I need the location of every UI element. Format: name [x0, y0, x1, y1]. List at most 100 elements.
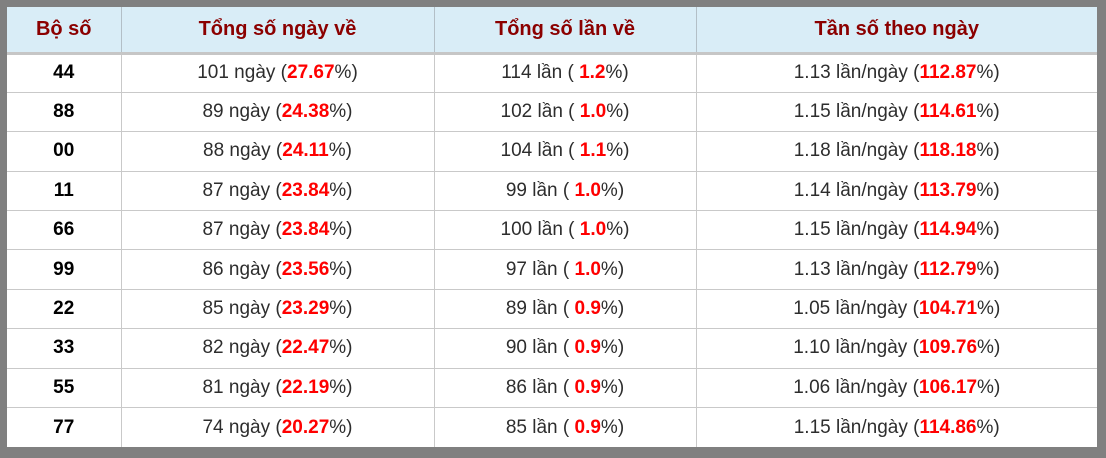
cell-times: 89 lần ( 0.9%): [433, 288, 696, 329]
days-percent: 24.11: [282, 140, 329, 162]
percent-close: %): [977, 298, 1001, 320]
days-text: 88 ngày (: [203, 140, 283, 162]
times-percent: 1.0: [579, 101, 607, 123]
times-percent: 1.2: [579, 62, 606, 84]
cell-pair: 11: [7, 170, 121, 211]
cell-days: 101 ngày (27.67%): [120, 53, 434, 93]
percent-close: %): [605, 62, 629, 84]
percent-close: %): [606, 101, 630, 123]
days-text: 85 ngày (: [202, 298, 282, 320]
frequency-percent: 114.86: [919, 416, 977, 438]
percent-close: %): [606, 140, 630, 162]
percent-close: %): [600, 258, 625, 280]
times-text: 97 lần (: [505, 258, 575, 280]
cell-frequency: 1.13 lần/ngày (112.79%): [695, 249, 1097, 290]
table-row: 99 86 ngày (23.56%) 97 lần ( 1.0%) 1.13 …: [7, 249, 1097, 290]
percent-close: %): [600, 376, 625, 398]
table-row: 44 101 ngày (27.67%) 114 lần ( 1.2%) 1.1…: [7, 53, 1097, 93]
cell-pair: 44: [53, 62, 75, 84]
frequency-text: 1.06 lần/ngày (: [793, 376, 919, 398]
frequency-percent: 104.71: [918, 298, 978, 320]
cell-frequency: 1.05 lần/ngày (104.71%): [695, 288, 1097, 329]
times-percent: 1.0: [574, 179, 601, 201]
frequency-text: 1.15 lần/ngày (: [793, 416, 920, 438]
cell-pair: 22: [7, 288, 121, 329]
column-header-pair: Bộ số: [7, 7, 121, 55]
cell-frequency: 1.10 lần/ngày (109.76%): [695, 328, 1097, 369]
cell-days: 87 ngày (23.84%): [120, 210, 434, 250]
percent-close: %): [600, 298, 625, 320]
frequency-percent: 114.61: [919, 101, 977, 123]
days-text: 81 ngày (: [202, 376, 282, 398]
cell-days: 81 ngày (22.19%): [120, 367, 434, 408]
percent-close: %): [976, 101, 1000, 123]
cell-frequency: 1.15 lần/ngày (114.61%): [695, 91, 1097, 132]
percent-close: %): [977, 337, 1001, 359]
percent-close: %): [329, 298, 353, 320]
cell-times: 100 lần ( 1.0%): [433, 210, 696, 250]
frequency-text: 1.10 lần/ngày (: [793, 337, 919, 359]
frequency-text: 1.14 lần/ngày (: [793, 179, 920, 201]
days-text: 89 ngày (: [202, 101, 282, 123]
days-text: 87 ngày (: [202, 179, 282, 201]
cell-times: 102 lần ( 1.0%): [433, 91, 696, 132]
frequency-text: 1.15 lần/ngày (: [793, 219, 920, 241]
days-percent: 23.29: [281, 298, 330, 320]
cell-times: 114 lần ( 1.2%): [433, 53, 696, 93]
frequency-percent: 112.87: [919, 62, 977, 84]
days-text: 74 ngày (: [202, 416, 282, 438]
column-header-total-times: Tổng số lần về: [433, 7, 696, 55]
cell-pair: 00: [7, 131, 121, 172]
days-percent: 23.84: [281, 219, 330, 241]
cell-frequency: 1.06 lần/ngày (106.17%): [695, 367, 1097, 408]
percent-close: %): [600, 416, 625, 438]
percent-close: %): [976, 258, 1000, 280]
times-percent: 1.0: [574, 258, 601, 280]
cell-frequency: 1.18 lần/ngày (118.18%): [695, 131, 1097, 172]
times-percent: 0.9: [574, 298, 601, 320]
cell-times: 97 lần ( 1.0%): [433, 249, 696, 290]
days-percent: 22.19: [281, 376, 330, 398]
cell-frequency: 1.14 lần/ngày (113.79%): [695, 170, 1097, 211]
table-body: 44 101 ngày (27.67%) 114 lần ( 1.2%) 1.1…: [7, 53, 1097, 447]
times-text: 90 lần (: [505, 337, 575, 359]
table-row: 66 87 ngày (23.84%) 100 lần ( 1.0%) 1.15…: [7, 210, 1097, 250]
column-header-frequency-per-day: Tần số theo ngày: [695, 7, 1097, 55]
cell-days: 85 ngày (23.29%): [120, 288, 434, 329]
table-row: 88 89 ngày (24.38%) 102 lần ( 1.0%) 1.15…: [7, 91, 1097, 132]
cell-days: 88 ngày (24.11%): [120, 131, 434, 172]
times-text: 86 lần (: [505, 376, 575, 398]
percent-close: %): [976, 62, 1000, 84]
times-text: 100 lần (: [500, 219, 580, 241]
table-row: 33 82 ngày (22.47%) 90 lần ( 0.9%) 1.10 …: [7, 328, 1097, 369]
percent-close: %): [334, 62, 358, 84]
percent-close: %): [329, 258, 353, 280]
days-percent: 22.47: [281, 337, 330, 359]
frequency-text: 1.05 lần/ngày (: [793, 298, 919, 320]
times-text: 99 lần (: [505, 179, 575, 201]
times-percent: 1.1: [579, 140, 607, 162]
percent-close: %): [600, 179, 625, 201]
frequency-percent: 112.79: [919, 258, 977, 280]
cell-pair: 99: [7, 249, 121, 290]
table-header: Bộ số Tổng số ngày về Tổng số lần về Tần…: [7, 7, 1097, 55]
header-row: Bộ số Tổng số ngày về Tổng số lần về Tần…: [7, 7, 1097, 55]
cell-times: 85 lần ( 0.9%): [433, 407, 696, 447]
days-percent: 23.84: [281, 179, 330, 201]
cell-pair: 88: [7, 91, 121, 132]
table-row: 55 81 ngày (22.19%) 86 lần ( 0.9%) 1.06 …: [7, 367, 1097, 408]
column-header-total-days: Tổng số ngày về: [120, 7, 434, 55]
times-text: 85 lần (: [505, 416, 575, 438]
percent-close: %): [976, 416, 1000, 438]
times-text: 114 lần (: [501, 62, 580, 84]
cell-pair: 66: [7, 210, 121, 250]
cell-frequency: 1.15 lần/ngày (114.94%): [695, 210, 1097, 250]
table-row: 22 85 ngày (23.29%) 89 lần ( 0.9%) 1.05 …: [7, 288, 1097, 329]
days-percent: 20.27: [281, 416, 330, 438]
cell-times: 90 lần ( 0.9%): [433, 328, 696, 369]
cell-frequency: 1.15 lần/ngày (114.86%): [695, 407, 1097, 447]
days-text: 86 ngày (: [202, 258, 282, 280]
cell-pair: 33: [7, 328, 121, 369]
table-row: 00 88 ngày (24.11%) 104 lần ( 1.1%) 1.18…: [7, 131, 1097, 172]
